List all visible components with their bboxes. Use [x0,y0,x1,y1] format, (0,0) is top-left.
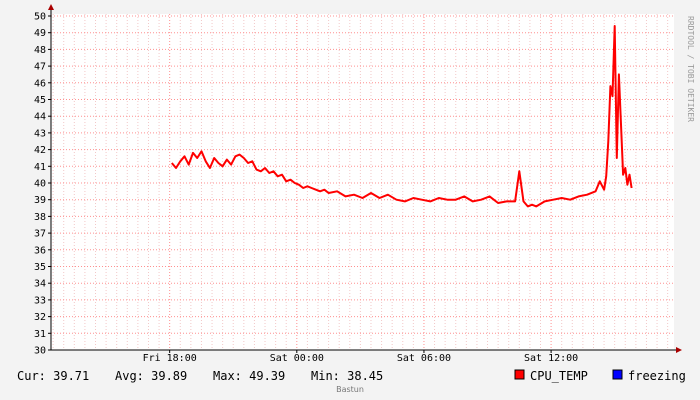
y-tick-label: 38 [34,212,46,223]
y-tick-label: 49 [34,28,46,39]
series-line-cpu-temp [171,25,633,208]
y-tick-label: 32 [34,312,46,323]
y-tick-label: 44 [34,112,46,123]
y-tick-label: 50 [34,12,46,23]
series-group [171,25,633,208]
x-axis-labels: Fri 18:00 Sat 00:00 Sat 06:00 Sat 12:00 [143,353,579,364]
y-tick-label: 35 [34,262,46,273]
y-tick-label: 39 [34,195,46,206]
legend-swatch-freezing [612,369,623,380]
y-tick-label: 45 [34,95,46,106]
footer-label: Bastun [336,385,364,394]
stat-avg: Avg: 39.89 [115,369,187,383]
y-tick-label: 47 [34,62,46,73]
y-tick-label: 37 [34,229,46,240]
grid [48,14,674,353]
y-tick-label: 30 [34,346,46,357]
legend: CPU_TEMP freezing [514,369,686,383]
watermark: RRDTOOL / TOBI OETIKER [686,16,695,122]
x-tick-label: Sat 06:00 [397,353,451,364]
x-tick-label: Sat 00:00 [270,353,324,364]
x-axis-arrow [676,347,682,353]
stat-min: Min: 38.45 [311,369,383,383]
stat-cur: Cur: 39.71 [17,369,89,383]
y-tick-label: 31 [34,329,46,340]
legend-swatch-cpu-temp [514,369,525,380]
x-tick-label: Sat 12:00 [524,353,578,364]
legend-label-freezing: freezing [628,369,686,383]
stat-max: Max: 49.39 [213,369,285,383]
y-axis-labels: 30 31 32 33 34 35 36 37 38 39 40 41 42 43 44 45 46 47 48 49… [34,12,46,357]
y-tick-label: 40 [34,179,46,190]
y-axis-arrow [48,4,54,10]
y-tick-label: 41 [34,162,46,173]
y-tick-label: 34 [34,279,46,290]
y-tick-label: 48 [34,45,46,56]
y-tick-label: 43 [34,128,46,139]
plot-area [51,14,674,350]
y-tick-label: 46 [34,78,46,89]
x-tick-label: Fri 18:00 [143,353,197,364]
y-tick-label: 33 [34,295,46,306]
axes [48,4,682,353]
y-tick-label: 36 [34,245,46,256]
y-tick-label: 42 [34,145,46,156]
legend-label-cpu-temp: CPU_TEMP [530,369,588,383]
